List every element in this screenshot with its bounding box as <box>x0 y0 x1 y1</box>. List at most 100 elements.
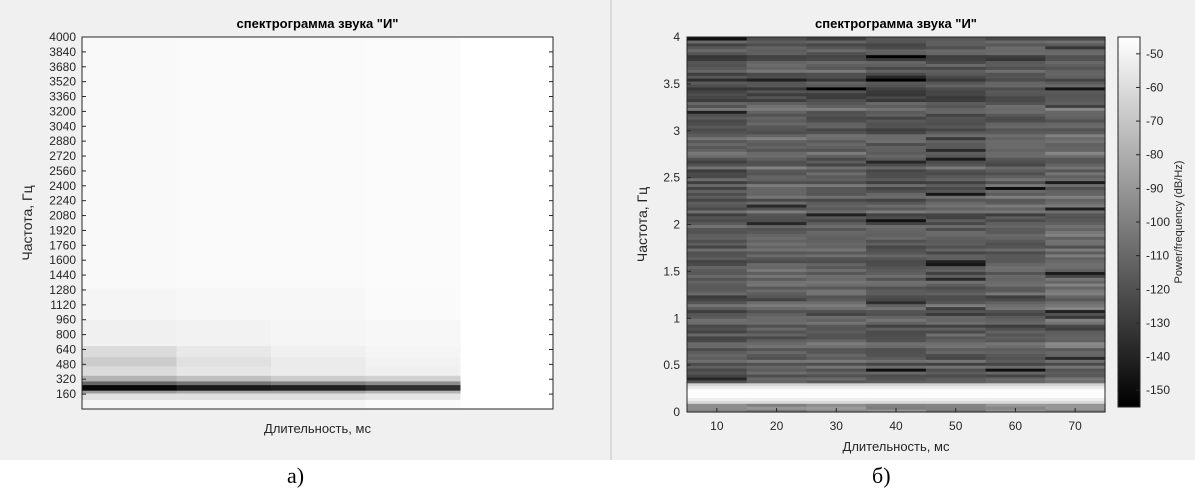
spectrogram-cell <box>866 136 927 141</box>
spectrogram-cell <box>687 98 748 103</box>
spectrogram-cell <box>1045 177 1106 182</box>
spectrogram-cell <box>985 101 1046 105</box>
spectrogram-cell <box>746 353 808 357</box>
spectrogram-cell <box>985 145 1046 149</box>
spectrogram-cell <box>687 397 748 401</box>
spectrogram-cell <box>806 344 867 349</box>
spectrogram-cell <box>806 268 867 272</box>
spectrogram-cell <box>806 104 867 108</box>
spectrogram-cell <box>746 315 808 319</box>
spectrogram-cell <box>687 227 748 231</box>
spectrogram-cell <box>746 324 808 328</box>
spectrogram-cell <box>746 300 808 305</box>
spectrogram-cell <box>687 195 748 199</box>
spectrogram-cell <box>806 359 867 363</box>
spectrogram-cell <box>806 385 867 390</box>
spectrogram-cell <box>866 72 927 76</box>
spectrogram-cell <box>687 130 748 135</box>
spectrogram-cell <box>1045 394 1106 398</box>
spectrogram-cell <box>1045 370 1106 375</box>
spectrogram-cell <box>746 209 808 214</box>
spectrogram-cell <box>746 365 808 369</box>
spectrogram-cell <box>866 168 927 173</box>
spectrogram-cell <box>687 376 748 381</box>
spectrogram-cell <box>746 406 808 410</box>
spectrogram-cell <box>746 262 808 267</box>
spectrogram-cell <box>985 274 1046 278</box>
spectrogram-cell <box>687 139 748 144</box>
spectrogram-cell <box>687 379 748 384</box>
spectrogram-cell <box>687 133 748 138</box>
spectrogram-cell <box>806 48 867 53</box>
spectrogram-cell <box>925 324 987 328</box>
chart-title: спектрограмма звука "И" <box>815 16 977 31</box>
spectrogram-cell <box>746 148 808 152</box>
spectrogram-cell <box>271 37 366 289</box>
spectrogram-cell <box>866 262 927 267</box>
spectrogram-cell <box>1045 227 1106 231</box>
spectrogram-cell <box>1045 403 1106 407</box>
spectrogram-cell <box>925 332 987 337</box>
spectrogram-cell <box>925 136 987 141</box>
y-tick-label: 4000 <box>49 30 76 44</box>
spectrogram-cell <box>925 154 987 158</box>
spectrogram-cell <box>1045 300 1106 305</box>
spectrogram-cell <box>866 233 927 237</box>
spectrogram-cell <box>985 215 1046 220</box>
spectrogram-cell <box>985 186 1046 190</box>
spectrogram-cell <box>985 362 1046 366</box>
spectrogram-cell <box>985 127 1046 132</box>
spectrogram-cell <box>866 201 927 205</box>
spectrogram-cell <box>1045 72 1106 76</box>
spectrogram-cell <box>925 195 987 199</box>
spectrogram-cell <box>985 271 1046 275</box>
spectrogram-cell <box>365 393 461 400</box>
spectrogram-cell <box>866 335 927 340</box>
spectrogram-cell <box>746 136 808 141</box>
spectrogram-cell <box>687 92 748 97</box>
spectrogram-cell <box>806 154 867 158</box>
spectrogram-cell <box>925 212 987 217</box>
y-tick-label: 3040 <box>49 119 76 133</box>
spectrogram-cell <box>687 297 748 302</box>
spectrogram-cell <box>687 206 748 211</box>
spectrogram-cell <box>1045 391 1106 396</box>
spectrogram-cell <box>1045 42 1106 47</box>
spectrogram-cell <box>1045 127 1106 132</box>
spectrogram-cell <box>866 344 927 349</box>
spectrogram-cell <box>176 356 272 367</box>
y-tick-label: 960 <box>56 313 76 327</box>
spectrogram-cell <box>985 86 1046 91</box>
spectrogram-cell <box>746 89 808 94</box>
spectrogram-cell <box>925 400 987 404</box>
spectrogram-cell <box>985 373 1046 378</box>
spectrogram-cell <box>866 259 927 264</box>
spectrogram-cell <box>806 45 867 50</box>
spectrogram-cell <box>746 171 808 176</box>
spectrogram-cell <box>806 291 867 296</box>
spectrogram-cell <box>82 356 177 367</box>
figure-divider <box>610 0 612 460</box>
y-tick-label: 3520 <box>49 75 76 89</box>
spectrogram-cell <box>866 54 927 59</box>
spectrogram-cell <box>746 376 808 381</box>
spectrogram-cell <box>866 286 927 290</box>
spectrogram-cell <box>1045 309 1106 313</box>
colorbar-tick-label: -110 <box>1146 249 1169 263</box>
spectrogram-cell <box>746 277 808 281</box>
spectrogram-cell <box>746 119 808 123</box>
spectrogram-cell <box>746 403 808 407</box>
spectrogram-cell <box>1045 315 1106 319</box>
spectrogram-cell <box>866 189 927 193</box>
spectrogram-cell <box>925 239 987 243</box>
spectrogram-cell <box>746 142 808 146</box>
spectrogram-cell <box>365 345 461 358</box>
spectrogram-cell <box>866 227 927 231</box>
spectrogram-cell <box>866 75 927 79</box>
spectrogram-cell <box>985 300 1046 305</box>
spectrogram-cell <box>1045 130 1106 135</box>
spectrogram-cell <box>1045 168 1106 173</box>
spectrogram-cell <box>925 335 987 340</box>
y-tick-label: 2400 <box>49 179 76 193</box>
spectrogram-cell <box>925 362 987 366</box>
